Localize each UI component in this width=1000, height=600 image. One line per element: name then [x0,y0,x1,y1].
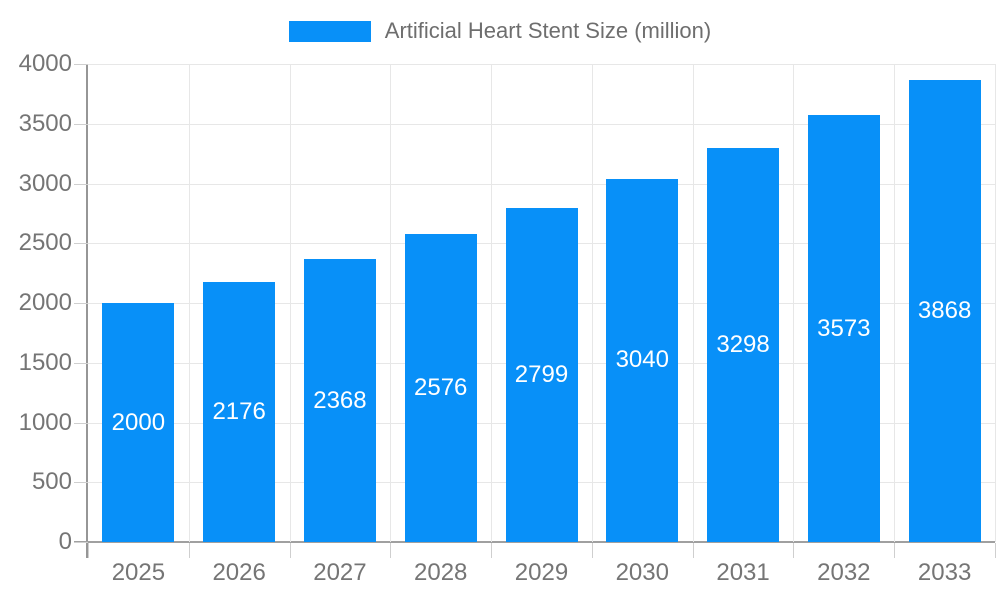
y-axis-tick-label: 2000 [18,289,72,316]
bar-value-label: 2000 [111,408,166,436]
y-axis-tick-label: 2500 [18,229,72,257]
bar-value-label: 2799 [514,360,569,388]
y-axis-tick-label: 0 [58,528,72,555]
y-axis-tick-label: 1000 [18,408,72,436]
bar-value-label: 2176 [212,397,266,425]
x-axis-tick [591,543,593,558]
x-axis-tick-label: 2031 [716,559,770,586]
bar-2032[interactable]: 3573 [807,115,880,542]
bar-value-label: 2576 [414,374,468,402]
y-axis-tick [74,303,88,304]
legend-item[interactable]: Artificial Heart Stent Size (million) [288,18,712,44]
y-axis-tick [74,183,88,185]
gridline-vertical [390,64,391,542]
x-axis-tick [390,543,392,558]
bar-2029[interactable]: 2799 [505,207,578,542]
x-axis-tick-label: 2029 [514,559,569,586]
y-axis-tick [74,422,88,424]
gridline-vertical [793,64,794,542]
x-axis-tick-label: 2026 [212,559,266,586]
gridline-vertical [894,64,895,542]
gridline-horizontal [88,123,995,125]
bar-2025[interactable]: 2000 [102,303,175,542]
x-axis-tick [88,543,89,558]
gridline-vertical [995,64,996,542]
bar-2027[interactable]: 2368 [303,259,376,542]
bar-value-label: 3573 [817,314,871,342]
bar-value-label: 3298 [716,330,770,358]
x-axis-tick-label: 2027 [313,559,367,586]
y-axis-tick-label: 3000 [18,169,72,197]
gridline-horizontal [88,64,995,65]
plot-area: 2000 2176 2368 2576 2799 3040 3298 3573 3868 [88,64,996,542]
bar-value-label: 3868 [917,296,972,324]
gridline-vertical [290,64,291,542]
x-axis-tick [995,543,996,558]
bar-value-label: 2368 [313,386,367,414]
bar-2030[interactable]: 3040 [606,178,679,542]
y-axis-tick [74,64,88,65]
legend-label: Artificial Heart Stent Size (million) [384,18,712,43]
x-axis-tick-label: 2033 [917,559,972,586]
y-axis-tick [74,243,88,245]
y-axis-tick-label: 1500 [18,348,72,376]
x-axis-tick-label: 2032 [817,559,871,586]
x-axis-tick [188,543,190,558]
x-axis-tick [692,543,694,558]
bar-2031[interactable]: 3298 [707,147,780,542]
x-axis-tick [491,543,493,558]
y-axis-tick [74,362,88,364]
y-axis-tick [74,542,88,543]
y-axis-tick [74,482,88,484]
bar-2033[interactable]: 3868 [908,79,981,542]
x-axis-tick-label: 2028 [414,559,468,586]
x-axis-tick [289,543,291,558]
y-axis-tick [74,123,88,125]
x-axis-tick-label: 2030 [615,559,669,586]
gridline-vertical [693,64,694,542]
x-axis-tick [894,543,896,558]
gridline-vertical [491,64,492,542]
x-axis-line [74,541,995,543]
y-axis-line [86,64,88,558]
y-axis-tick-label: 3500 [18,109,72,137]
x-axis-tick-label: 2025 [111,559,166,586]
legend-swatch [288,20,371,42]
y-axis-tick-label: 4000 [18,50,72,77]
bar-2026[interactable]: 2176 [203,281,276,542]
legend-container: Artificial Heart Stent Size (million) [0,18,1000,44]
x-axis-tick [793,543,795,558]
bar-2028[interactable]: 2576 [404,234,477,542]
gridline-vertical [189,64,190,542]
gridline-vertical [592,64,593,542]
y-axis-tick-label: 500 [31,468,72,496]
bar-value-label: 3040 [615,346,669,374]
gridline-horizontal [88,183,995,185]
